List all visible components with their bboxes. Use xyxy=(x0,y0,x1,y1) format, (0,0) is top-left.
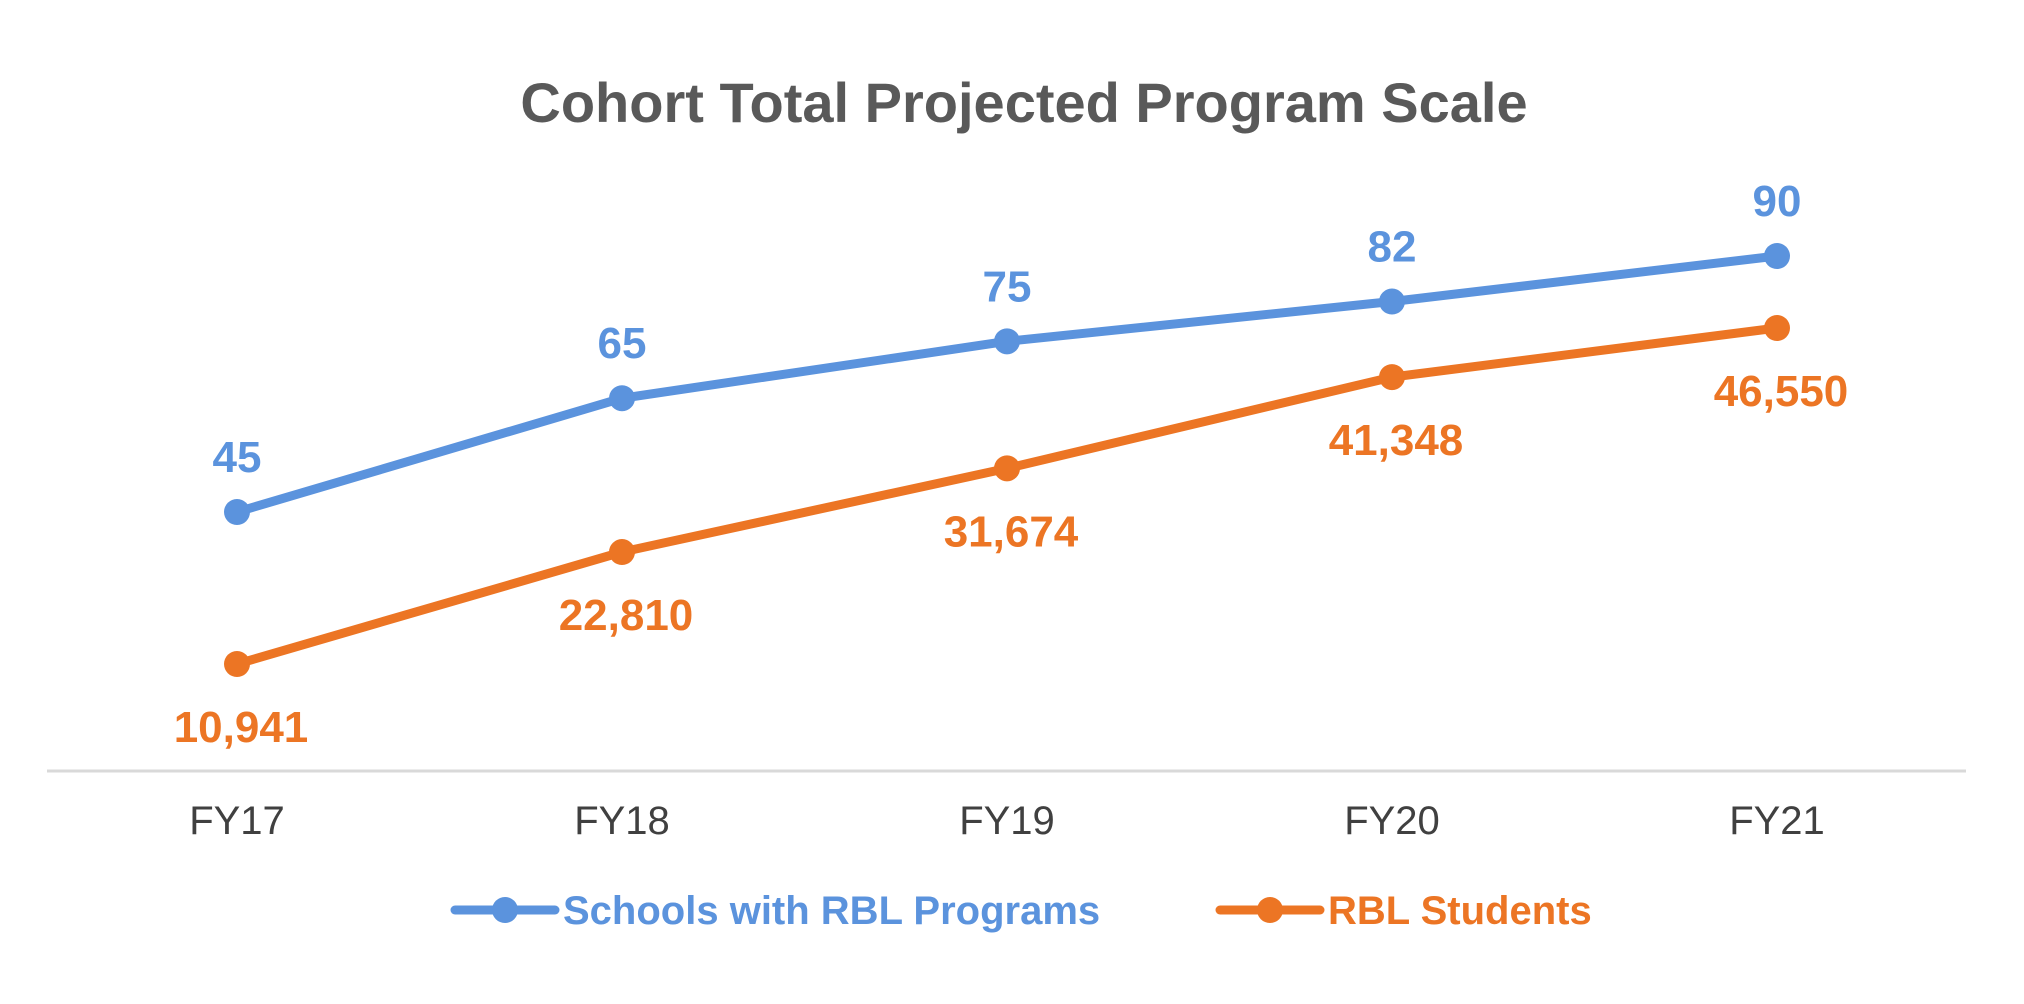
series-2-data-label: 41,348 xyxy=(1329,416,1464,465)
series-2-data-label: 46,550 xyxy=(1714,367,1849,416)
x-tick-label: FY17 xyxy=(189,799,285,843)
legend: Schools with RBL Programs RBL Students xyxy=(450,889,1592,933)
series-2-line xyxy=(232,323,1782,669)
chart-title: Cohort Total Projected Program Scale xyxy=(520,71,1527,134)
series-1-data-label: 65 xyxy=(598,319,647,368)
legend-label: RBL Students xyxy=(1328,889,1592,933)
series-2-data-label: 10,941 xyxy=(174,703,309,752)
series-layer: 45 65 75 82 90 10,941 22,810 31,674 41,348 46,550 xyxy=(174,177,1849,752)
series-2-point xyxy=(1379,364,1405,391)
series-1-data-label: 90 xyxy=(1753,177,1802,226)
x-tick-label: FY18 xyxy=(574,799,670,843)
series-1-data-label: 75 xyxy=(983,262,1032,311)
series-1-point xyxy=(1379,288,1405,315)
legend-item-2: RBL Students xyxy=(1215,889,1592,933)
x-tick-label: FY21 xyxy=(1729,799,1825,843)
series-2: 10,941 22,810 31,674 41,348 46,550 xyxy=(174,315,1849,752)
series-1: 45 65 75 82 90 xyxy=(213,177,1802,525)
legend-label: Schools with RBL Programs xyxy=(563,889,1100,933)
series-2-point xyxy=(1764,315,1790,341)
series-1-data-label: 45 xyxy=(213,433,262,482)
series-1-point xyxy=(1764,243,1790,269)
series-2-data-label: 22,810 xyxy=(559,591,694,640)
series-1-point xyxy=(224,499,250,525)
x-tick-label: FY19 xyxy=(959,799,1055,843)
series-2-data-label: 31,674 xyxy=(944,507,1079,556)
series-2-point xyxy=(224,651,250,677)
legend-point-marker xyxy=(1257,897,1283,923)
legend-point-marker xyxy=(492,897,518,923)
x-tick-label: FY20 xyxy=(1344,799,1440,843)
series-1-point xyxy=(994,328,1020,355)
series-1-point xyxy=(609,385,635,412)
series-2-point xyxy=(609,539,635,566)
x-axis-ticks: FY17 FY18 FY19 FY20 FY21 xyxy=(189,799,1825,843)
legend-item-1: Schools with RBL Programs xyxy=(450,889,1100,933)
series-2-point xyxy=(994,455,1020,482)
series-1-data-label: 82 xyxy=(1368,223,1417,272)
